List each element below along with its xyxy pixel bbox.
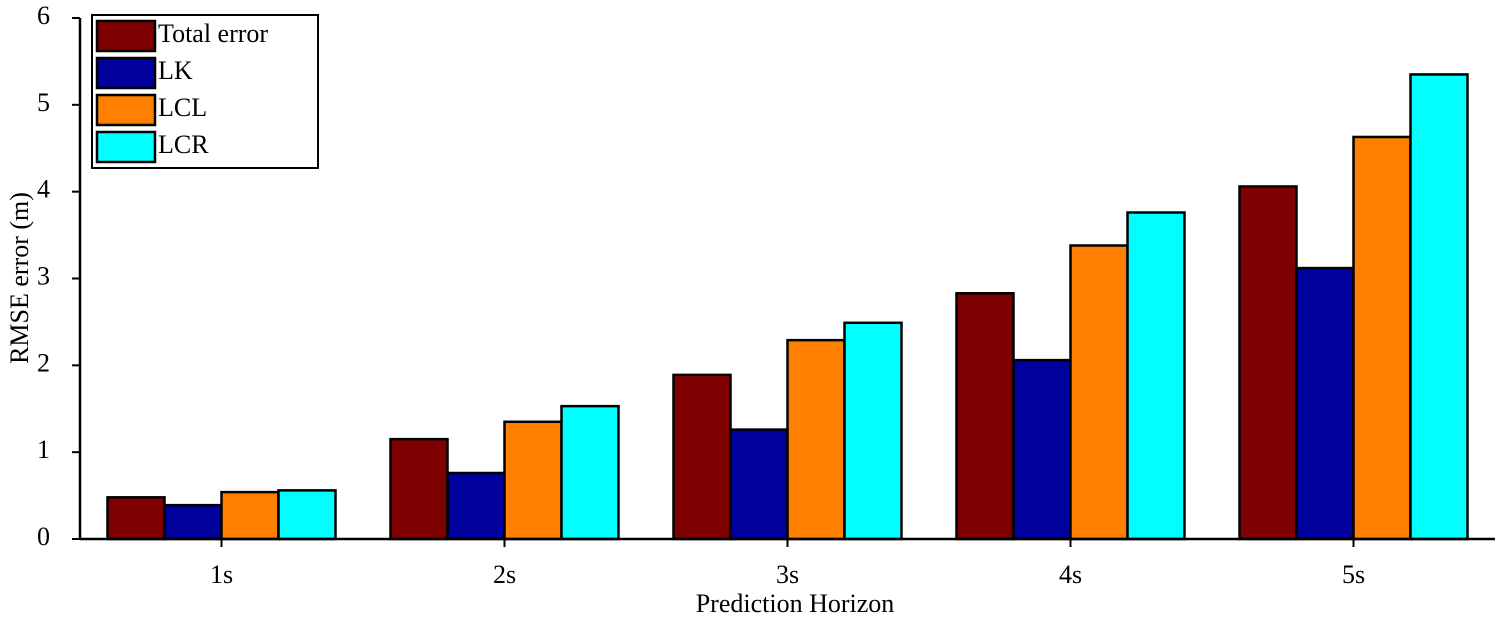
y-tick-label: 3 bbox=[37, 261, 50, 290]
y-tick-label: 0 bbox=[37, 522, 50, 551]
bar bbox=[1126, 211, 1186, 541]
bar bbox=[389, 437, 449, 541]
legend-label: LCR bbox=[158, 130, 209, 159]
y-tick-label: 2 bbox=[37, 348, 50, 377]
legend-label: Total error bbox=[158, 19, 268, 48]
bar bbox=[1409, 73, 1469, 541]
x-axis-label: Prediction Horizon bbox=[696, 589, 895, 618]
legend-label: LK bbox=[158, 56, 193, 85]
bar bbox=[277, 489, 337, 541]
bar bbox=[163, 503, 223, 541]
bar bbox=[220, 490, 280, 541]
x-tick-label: 4s bbox=[1059, 560, 1082, 589]
bar bbox=[955, 292, 1015, 541]
y-tick-label: 4 bbox=[37, 175, 50, 204]
bar bbox=[503, 420, 563, 541]
x-tick-label: 2s bbox=[493, 560, 516, 589]
y-tick-label: 5 bbox=[37, 88, 50, 117]
x-tick-label: 3s bbox=[776, 560, 799, 589]
legend-swatch bbox=[95, 19, 157, 53]
bar bbox=[1238, 185, 1298, 541]
bar bbox=[106, 496, 166, 541]
bar bbox=[672, 373, 732, 541]
bar bbox=[1069, 244, 1129, 541]
x-tick-label: 5s bbox=[1342, 560, 1365, 589]
legend-swatch bbox=[95, 130, 157, 164]
bar bbox=[1295, 266, 1355, 541]
y-tick-label: 6 bbox=[37, 1, 50, 30]
y-axis-label: RMSE error (m) bbox=[5, 192, 34, 364]
bar bbox=[1352, 135, 1412, 541]
bar bbox=[786, 338, 846, 541]
legend-swatch bbox=[95, 56, 157, 90]
legend-swatch bbox=[95, 93, 157, 127]
bar bbox=[446, 471, 506, 541]
bar bbox=[729, 428, 789, 541]
bar bbox=[560, 404, 620, 541]
bar bbox=[1012, 358, 1072, 541]
x-tick-label: 1s bbox=[210, 560, 233, 589]
y-tick-label: 1 bbox=[37, 435, 50, 464]
legend-label: LCL bbox=[158, 93, 207, 122]
bar bbox=[843, 321, 903, 541]
